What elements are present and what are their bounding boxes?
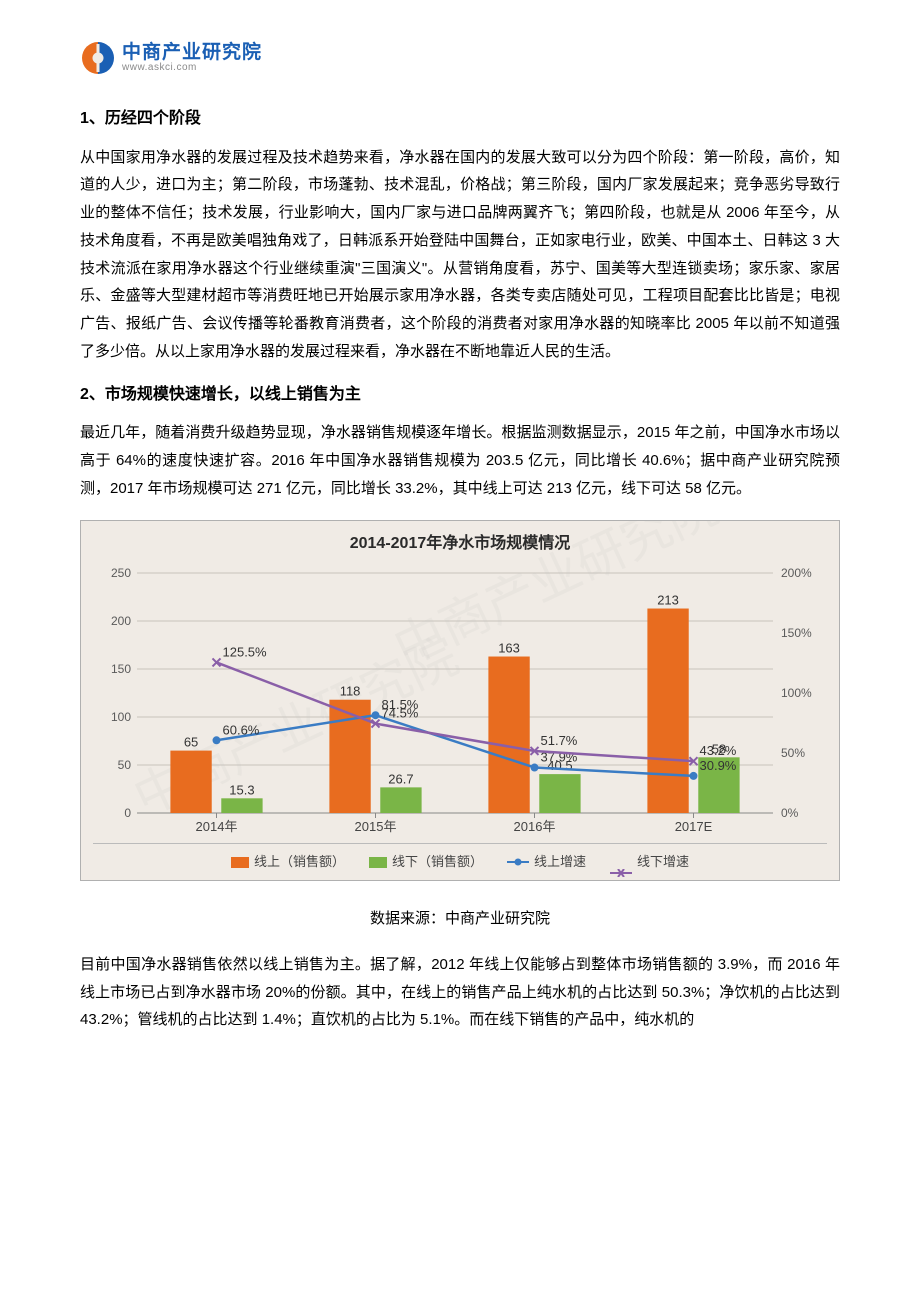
section1-body: 从中国家用净水器的发展过程及技术趋势来看，净水器在国内的发展大致可以分为四个阶段… <box>80 144 840 366</box>
svg-text:2016年: 2016年 <box>514 819 556 834</box>
section1-heading: 1、历经四个阶段 <box>80 104 840 134</box>
svg-text:213: 213 <box>657 593 679 608</box>
logo-name-cn: 中商产业研究院 <box>122 43 262 64</box>
chart-plot-area: 0 50 100 150 200 250 0% 50% 100% 150% 200% 65 15.3 20… <box>93 563 827 843</box>
legend-item: 线上（销售额） <box>231 850 345 874</box>
legend-item: 线下（销售额） <box>369 850 483 874</box>
svg-text:250: 250 <box>111 566 131 580</box>
svg-text:150%: 150% <box>781 626 812 640</box>
legend-item: 线下增速 <box>610 850 689 874</box>
chart-title: 2014-2017年净水市场规模情况 <box>93 529 827 559</box>
svg-text:100%: 100% <box>781 686 812 700</box>
section2-heading: 2、市场规模快速增长，以线上销售为主 <box>80 380 840 410</box>
svg-text:2017E: 2017E <box>675 819 713 834</box>
svg-text:100: 100 <box>111 710 131 724</box>
svg-text:163: 163 <box>498 641 520 656</box>
brand-logo: 中商产业研究院 www.askci.com <box>80 40 840 76</box>
svg-text:200: 200 <box>111 614 131 628</box>
svg-text:50: 50 <box>118 758 132 772</box>
svg-text:26.7: 26.7 <box>388 771 413 786</box>
svg-text:43.2%: 43.2% <box>700 743 737 758</box>
svg-text:50%: 50% <box>781 746 805 760</box>
market-scale-chart: 中商产业研究院 中商产业研究院 2014-2017年净水市场规模情况 05010… <box>80 520 840 881</box>
svg-text:0: 0 <box>124 806 131 820</box>
section2-body: 最近几年，随着消费升级趋势显现，净水器销售规模逐年增长。根据监测数据显示，201… <box>80 419 840 502</box>
svg-text:0%: 0% <box>781 806 799 820</box>
logo-text-block: 中商产业研究院 www.askci.com <box>122 43 262 74</box>
svg-text:60.6%: 60.6% <box>223 722 260 737</box>
svg-text:2015年: 2015年 <box>355 819 397 834</box>
svg-text:2014年: 2014年 <box>196 819 238 834</box>
svg-text:65: 65 <box>184 735 198 750</box>
svg-text:125.5%: 125.5% <box>223 644 268 659</box>
svg-text:74.5%: 74.5% <box>382 706 419 721</box>
logo-icon <box>80 40 116 76</box>
svg-text:118: 118 <box>340 684 361 699</box>
svg-text:30.9%: 30.9% <box>700 758 737 773</box>
svg-text:51.7%: 51.7% <box>541 733 578 748</box>
section3-body: 目前中国净水器销售依然以线上销售为主。据了解，2012 年线上仅能够占到整体市场… <box>80 951 840 1034</box>
svg-text:15.3: 15.3 <box>229 782 254 797</box>
chart-legend: 线上（销售额） 线下（销售额） 线上增速线下增速 <box>93 843 827 876</box>
chart-data-source: 数据来源：中商产业研究院 <box>80 905 840 933</box>
svg-text:200%: 200% <box>781 566 812 580</box>
logo-name-en: www.askci.com <box>122 63 262 73</box>
legend-item: 线上增速 <box>507 850 586 874</box>
svg-text:150: 150 <box>111 662 131 676</box>
